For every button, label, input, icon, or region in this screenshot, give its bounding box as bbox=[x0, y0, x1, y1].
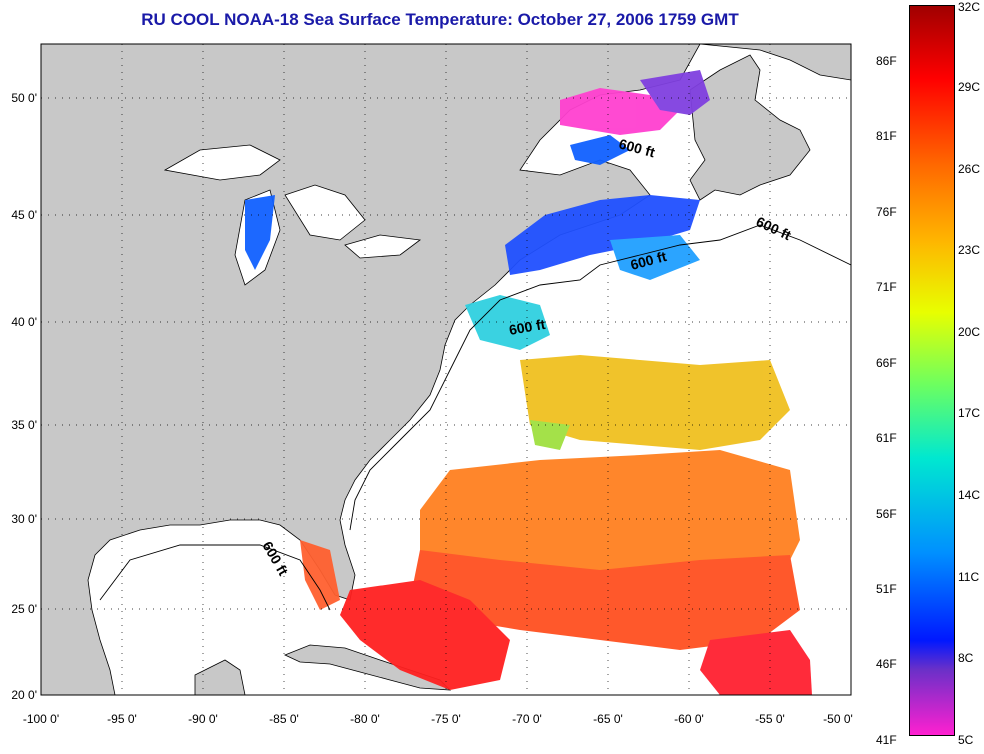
x-tick: -95 0' bbox=[107, 712, 137, 726]
c-label: 8C bbox=[958, 651, 974, 665]
f-label: 81F bbox=[876, 129, 897, 143]
x-axis-labels: -100 0' -95 0' -90 0' -85 0' -80 0' -75 … bbox=[23, 712, 853, 726]
c-label: 26C bbox=[958, 162, 981, 176]
north-america-land bbox=[41, 44, 701, 695]
f-label: 56F bbox=[876, 507, 897, 521]
c-label: 29C bbox=[958, 80, 981, 94]
x-tick: -55 0' bbox=[755, 712, 785, 726]
y-tick: 20 0' bbox=[11, 688, 37, 702]
y-tick: 45 0' bbox=[11, 208, 37, 222]
x-tick: -65 0' bbox=[593, 712, 623, 726]
great-lakes bbox=[163, 144, 422, 286]
x-tick: -85 0' bbox=[269, 712, 299, 726]
x-tick: -50 0' bbox=[823, 712, 853, 726]
nova-scotia-newfoundland-land bbox=[689, 54, 811, 201]
c-label: 5C bbox=[958, 733, 974, 747]
x-tick: -90 0' bbox=[188, 712, 218, 726]
f-label: 41F bbox=[876, 733, 897, 747]
y-tick: 50 0' bbox=[11, 91, 37, 105]
x-tick: -60 0' bbox=[674, 712, 704, 726]
y-tick: 30 0' bbox=[11, 512, 37, 526]
y-tick: 25 0' bbox=[11, 602, 37, 616]
c-label: 32C bbox=[958, 0, 981, 14]
labrador-land bbox=[699, 44, 851, 81]
yucatan-land bbox=[194, 659, 246, 695]
f-label: 61F bbox=[876, 431, 897, 445]
temperature-colorbar bbox=[909, 5, 955, 736]
c-label: 20C bbox=[958, 325, 981, 339]
f-label: 66F bbox=[876, 356, 897, 370]
600ft-contour bbox=[99, 224, 851, 611]
map-title: RU COOL NOAA-18 Sea Surface Temperature:… bbox=[141, 10, 739, 29]
c-label: 17C bbox=[958, 406, 981, 420]
c-label: 23C bbox=[958, 243, 981, 257]
map-frame bbox=[40, 43, 852, 696]
f-label: 46F bbox=[876, 657, 897, 671]
c-label: 14C bbox=[958, 488, 981, 502]
f-label: 71F bbox=[876, 280, 897, 294]
y-tick: 35 0' bbox=[11, 418, 37, 432]
f-label: 86F bbox=[876, 54, 897, 68]
contour-label-4: 600 ft bbox=[508, 316, 547, 338]
c-label: 11C bbox=[958, 570, 980, 584]
f-label: 51F bbox=[876, 582, 897, 596]
sst-patches bbox=[245, 70, 812, 695]
x-tick: -80 0' bbox=[350, 712, 380, 726]
y-tick: 40 0' bbox=[11, 315, 37, 329]
x-tick: -70 0' bbox=[512, 712, 542, 726]
x-tick: -100 0' bbox=[23, 712, 59, 726]
x-tick: -75 0' bbox=[431, 712, 461, 726]
f-label: 76F bbox=[876, 205, 897, 219]
y-axis-labels: 50 0' 45 0' 40 0' 35 0' 30 0' 25 0' 20 0… bbox=[11, 91, 37, 702]
